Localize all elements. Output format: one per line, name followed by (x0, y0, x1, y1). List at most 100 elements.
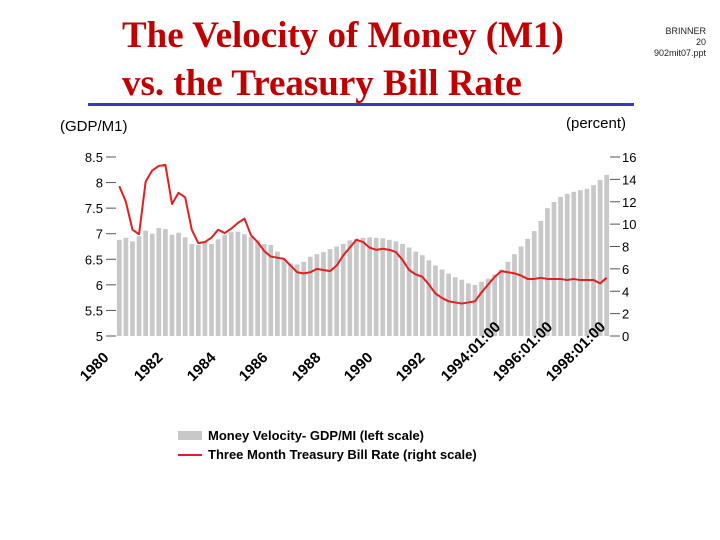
left-axis-tick-label: 5.5 (85, 303, 103, 318)
right-axis-tick-label: 16 (622, 150, 636, 165)
velocity-bar (525, 238, 531, 336)
velocity-bar (545, 208, 550, 336)
velocity-bar (512, 254, 517, 336)
velocity-bar (261, 243, 267, 336)
velocity-bar (498, 269, 504, 336)
velocity-bar (433, 265, 438, 336)
velocity-bar (406, 247, 412, 336)
velocity-bar (360, 237, 366, 336)
corner-author: BRINNER (665, 26, 706, 36)
velocity-bar (281, 259, 287, 336)
velocity-bar (248, 236, 254, 336)
tbill-rate-line (118, 163, 608, 305)
velocity-bar (380, 238, 386, 336)
velocity-bar (307, 256, 313, 336)
corner-page-number: 20 (695, 37, 706, 47)
velocity-bar (518, 246, 524, 336)
velocity-bar (268, 244, 274, 336)
velocity-bar (176, 232, 181, 336)
title-underline (88, 103, 634, 106)
right-axis-tick-label: 8 (622, 240, 629, 255)
legend-swatch-line (178, 453, 202, 456)
velocity-bar (386, 239, 392, 336)
legend-item-tbill: Three Month Treasury Bill Rate (right sc… (178, 445, 477, 464)
x-axis-tick-label: 1992 (393, 349, 429, 385)
x-axis-tick-label: 1986 (236, 349, 272, 385)
right-axis-tick-label: 14 (622, 172, 636, 187)
velocity-bar (426, 260, 432, 336)
velocity-bar (466, 283, 471, 336)
velocity-bar (584, 188, 590, 336)
velocity-bar (485, 278, 491, 336)
right-axis-tick-label: 2 (622, 307, 629, 322)
legend-label-velocity: Money Velocity- GDP/MI (left scale) (208, 428, 424, 443)
velocity-bar (202, 242, 208, 336)
velocity-bar (479, 281, 484, 336)
velocity-bar (334, 246, 340, 336)
right-axis-tick-label: 12 (622, 195, 636, 210)
velocity-bar (597, 180, 603, 336)
velocity-bar (558, 196, 563, 336)
velocity-bar (294, 264, 300, 336)
corner-filename: 902mit07.ppt (653, 48, 706, 58)
velocity-bar (400, 243, 405, 336)
velocity-bar (492, 274, 498, 336)
velocity-bar (340, 243, 346, 336)
velocity-bar (591, 185, 596, 336)
velocity-bar (314, 254, 320, 336)
velocity-bar (189, 243, 195, 336)
velocity-bar (136, 236, 142, 336)
velocity-bar (163, 229, 168, 336)
right-axis-tick-label: 0 (622, 329, 629, 344)
velocity-bar (123, 237, 129, 336)
chart-title: The Velocity of Money (M1) vs. the Treas… (122, 12, 642, 108)
velocity-bar (354, 238, 359, 336)
velocity-bar (275, 251, 280, 336)
title-line-1: The Velocity of Money (M1) (122, 15, 564, 56)
velocity-bar (347, 240, 353, 336)
velocity-bar (439, 269, 445, 336)
velocity-bar (209, 243, 214, 336)
x-axis-tick-label: 1988 (289, 349, 325, 385)
velocity-bar (255, 240, 260, 336)
title-line-2: vs. the Treasury Bill Rate (122, 63, 522, 104)
velocity-bar (235, 231, 241, 336)
velocity-bar (446, 273, 451, 336)
velocity-bar (195, 244, 201, 336)
x-axis-tick-label: 1982 (131, 349, 167, 385)
left-axis-tick-label: 7 (96, 227, 103, 242)
left-axis-tick-label: 7.5 (85, 201, 103, 216)
x-axis-tick-label: 1980 (77, 349, 113, 385)
velocity-bar (472, 284, 478, 336)
legend-label-tbill: Three Month Treasury Bill Rate (right sc… (208, 447, 477, 462)
velocity-bar (288, 263, 293, 336)
velocity-bar (301, 261, 307, 336)
velocity-bar (367, 237, 372, 336)
velocity-bar (143, 230, 149, 336)
chart-legend: Money Velocity- GDP/MI (left scale) Thre… (178, 426, 477, 464)
right-axis-tick-label: 4 (622, 284, 629, 299)
velocity-bar (327, 249, 333, 336)
velocity-bar (156, 228, 162, 336)
legend-swatch-bars (178, 431, 202, 440)
velocity-bar (182, 237, 188, 336)
velocity-bar (551, 202, 557, 336)
corner-reference: BRINNER 20 902mit07.ppt (616, 26, 706, 59)
velocity-bar (531, 231, 537, 336)
velocity-bar (321, 252, 326, 336)
x-axis-tick-label: 1984 (184, 349, 220, 385)
velocity-bar (571, 191, 577, 336)
right-axis-unit: (percent) (566, 115, 627, 132)
velocity-bar (419, 255, 425, 336)
velocity-bar (577, 190, 583, 336)
velocity-bar (393, 241, 399, 336)
velocity-bar (228, 232, 234, 336)
velocity-bar (413, 251, 419, 336)
velocity-bar (242, 234, 247, 336)
velocity-bar (452, 277, 458, 336)
left-axis-tick-label: 8 (96, 176, 103, 191)
velocity-bar (169, 234, 175, 336)
velocity-bar (130, 241, 135, 336)
x-axis-tick-label: 1990 (341, 349, 377, 385)
